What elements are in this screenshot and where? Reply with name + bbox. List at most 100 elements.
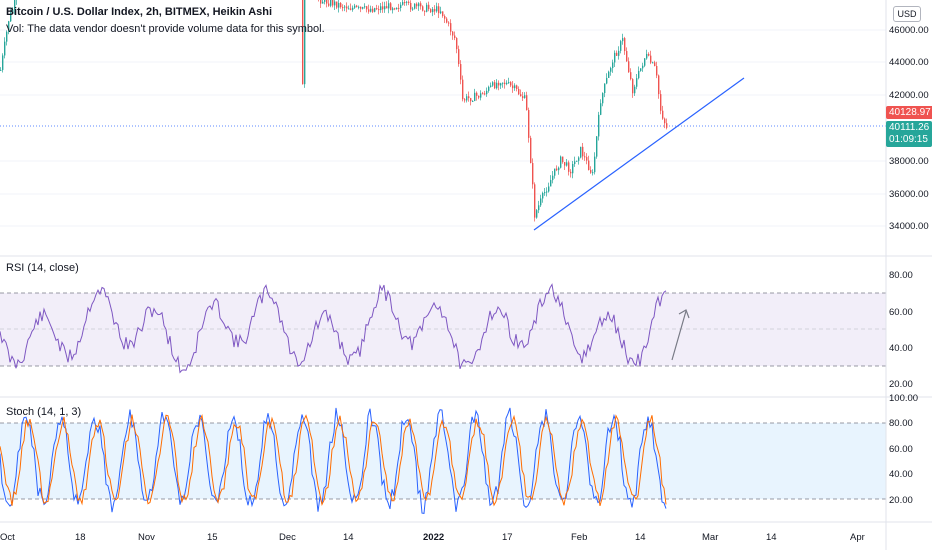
price-axis[interactable]: 46000.00 44000.00 42000.00 38000.00 3600… bbox=[889, 25, 929, 232]
last-price-label: 40128.97 bbox=[886, 106, 932, 119]
candle-body bbox=[518, 88, 520, 95]
candle-body bbox=[352, 7, 354, 10]
candle-body bbox=[620, 41, 622, 51]
candle-body bbox=[304, 0, 306, 85]
rsi-pane[interactable] bbox=[0, 283, 886, 374]
candle-body bbox=[638, 70, 640, 79]
candle-body bbox=[622, 38, 624, 42]
candle-body bbox=[566, 162, 568, 166]
time-axis[interactable]: Oct 18 Nov 15 Dec 14 2022 17 Feb 14 Mar … bbox=[0, 532, 865, 543]
candle-body bbox=[368, 9, 370, 12]
candle-body bbox=[522, 96, 524, 99]
rsi-line bbox=[0, 283, 667, 374]
candle-body bbox=[336, 1, 338, 8]
candle-body bbox=[524, 95, 526, 99]
candle-body bbox=[392, 8, 394, 11]
stoch-label[interactable]: Stoch (14, 1, 3) bbox=[6, 406, 82, 418]
candle-body bbox=[420, 3, 422, 7]
candle-body bbox=[334, 1, 336, 6]
candle-body bbox=[450, 23, 452, 32]
candle-body bbox=[374, 8, 376, 12]
candle-body bbox=[446, 18, 448, 23]
price-tick: 42000.00 bbox=[889, 90, 929, 101]
candle-body bbox=[426, 4, 428, 12]
candle-body bbox=[14, 0, 16, 10]
candle-body bbox=[664, 118, 666, 124]
price-pane[interactable] bbox=[0, 0, 886, 256]
candle-body bbox=[626, 51, 628, 62]
price-tick: 36000.00 bbox=[889, 189, 929, 200]
candle-body bbox=[474, 92, 476, 102]
rsi-axis[interactable]: 80.00 60.00 40.00 20.00 bbox=[889, 270, 913, 390]
candle-body bbox=[618, 50, 620, 56]
currency-button[interactable]: USD bbox=[893, 6, 921, 22]
candle-body bbox=[490, 85, 492, 87]
stoch-k-line bbox=[0, 407, 667, 514]
candle-body bbox=[666, 123, 668, 128]
candle-body bbox=[512, 85, 514, 89]
candle-body bbox=[454, 35, 456, 39]
candle-body bbox=[660, 94, 662, 111]
candle-body bbox=[528, 110, 530, 138]
stoch-pane[interactable] bbox=[0, 407, 886, 514]
candle-body bbox=[470, 98, 472, 102]
candle-body bbox=[632, 79, 634, 94]
candle-body bbox=[416, 3, 418, 7]
candle-body bbox=[488, 86, 490, 91]
candle-body bbox=[538, 205, 540, 211]
candle-body bbox=[646, 53, 648, 59]
candle-body bbox=[654, 62, 656, 67]
candle-body bbox=[560, 156, 562, 168]
trendline[interactable] bbox=[533, 77, 745, 231]
candle-body bbox=[492, 82, 494, 86]
candle-body bbox=[434, 9, 436, 12]
candle-body bbox=[402, 2, 404, 5]
candle-body bbox=[598, 114, 600, 137]
candle-body bbox=[514, 85, 516, 89]
time-tick: Oct bbox=[0, 532, 15, 543]
candle-body bbox=[406, 1, 408, 3]
candle-body bbox=[564, 162, 566, 166]
time-tick: 14 bbox=[635, 532, 646, 543]
candle-body bbox=[610, 68, 612, 72]
time-tick: Feb bbox=[571, 532, 587, 543]
candle-body bbox=[376, 8, 378, 10]
candle-body bbox=[330, 0, 332, 6]
rsi-tick: 80.00 bbox=[889, 270, 913, 281]
candle-body bbox=[440, 11, 442, 14]
candles bbox=[0, 0, 668, 222]
time-tick: 14 bbox=[766, 532, 777, 543]
time-tick: 15 bbox=[207, 532, 218, 543]
rsi-label[interactable]: RSI (14, close) bbox=[6, 262, 79, 274]
candle-body bbox=[354, 5, 356, 8]
arrow-annotation[interactable] bbox=[671, 309, 690, 361]
candle-body bbox=[520, 94, 522, 97]
candle-body bbox=[366, 6, 368, 10]
stoch-tick: 80.00 bbox=[889, 418, 913, 429]
candle-body bbox=[442, 11, 444, 17]
candle-body bbox=[506, 82, 508, 85]
candle-body bbox=[398, 7, 400, 9]
candle-body bbox=[586, 157, 588, 161]
candle-body bbox=[412, 8, 414, 10]
stoch-axis[interactable]: 100.00 80.00 60.00 40.00 20.00 bbox=[889, 393, 918, 506]
bar-countdown: 01:09:15 bbox=[889, 134, 928, 145]
rsi-band bbox=[0, 293, 886, 366]
stoch-tick: 20.00 bbox=[889, 495, 913, 506]
candle-body bbox=[12, 9, 14, 13]
candle-body bbox=[348, 8, 350, 10]
candle-body bbox=[370, 8, 372, 12]
candle-body bbox=[650, 55, 652, 63]
candle-body bbox=[642, 65, 644, 69]
candle-body bbox=[422, 6, 424, 11]
candle-body bbox=[568, 162, 570, 172]
candle-body bbox=[552, 175, 554, 181]
candle-body bbox=[8, 21, 10, 32]
price-tick: 46000.00 bbox=[889, 25, 929, 36]
candle-body bbox=[464, 99, 466, 101]
symbol-title[interactable]: Bitcoin / U.S. Dollar Index, 2h, BITMEX,… bbox=[6, 6, 273, 18]
candle-body bbox=[350, 8, 352, 10]
candle-body bbox=[640, 68, 642, 71]
stoch-tick: 100.00 bbox=[889, 393, 918, 404]
